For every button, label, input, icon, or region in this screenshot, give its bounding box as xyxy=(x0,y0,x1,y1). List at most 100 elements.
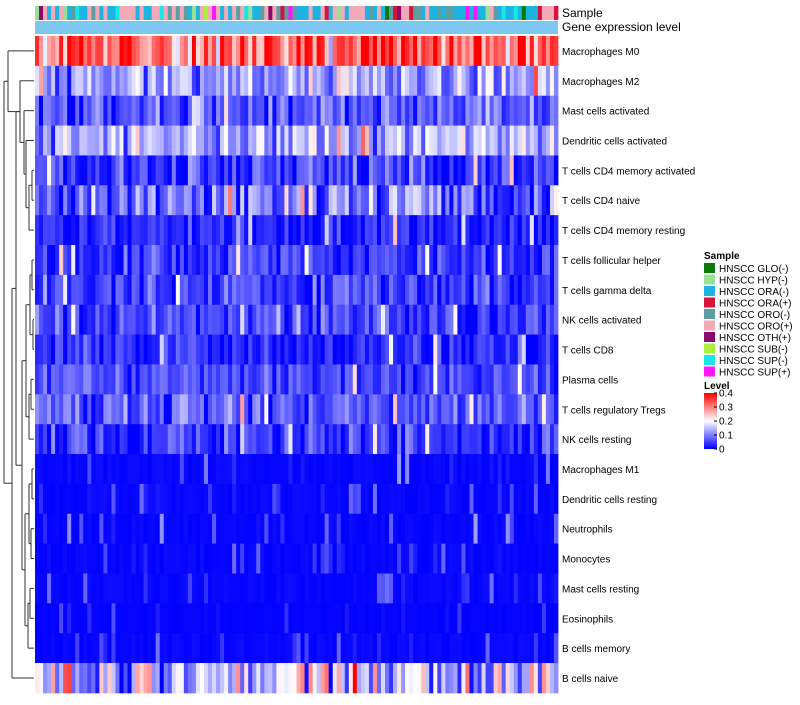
heatmap-cell xyxy=(284,245,289,276)
heatmap-cell xyxy=(505,125,511,156)
heatmap-cell xyxy=(195,334,201,365)
heatmap-cell xyxy=(324,454,330,485)
heatmap-cell xyxy=(529,543,535,574)
heatmap-cell xyxy=(127,215,132,246)
heatmap-cell xyxy=(513,513,519,545)
heatmap-cell xyxy=(248,513,253,545)
heatmap-cell xyxy=(509,633,515,664)
heatmap-cell xyxy=(63,185,68,216)
heatmap-cell xyxy=(521,274,527,306)
heatmap-cell xyxy=(477,424,482,455)
heatmap-cell xyxy=(95,663,100,694)
heatmap-cell xyxy=(509,274,515,306)
heatmap-cell xyxy=(525,125,531,156)
heatmap-cell xyxy=(272,483,277,515)
heatmap-cell xyxy=(244,513,249,545)
heatmap-cell xyxy=(372,543,378,574)
heatmap-cell xyxy=(59,274,64,306)
heatmap-cell xyxy=(232,95,237,126)
heatmap-cell xyxy=(244,65,249,97)
heatmap-cell xyxy=(280,65,285,97)
heatmap-cell xyxy=(453,245,458,276)
heatmap-cell xyxy=(83,215,88,246)
heatmap-cell xyxy=(328,95,334,126)
sample-annotation-cell xyxy=(352,6,358,20)
heatmap-cell xyxy=(485,304,490,335)
heatmap-cell xyxy=(541,36,547,67)
heatmap-cell xyxy=(216,245,221,276)
heatmap-cell xyxy=(549,215,555,246)
heatmap-cell xyxy=(224,394,229,425)
heatmap-cell xyxy=(131,65,136,97)
heatmap-cell xyxy=(163,304,169,335)
heatmap-cell xyxy=(397,483,402,515)
heatmap-cell xyxy=(356,663,362,694)
heatmap-cell xyxy=(95,125,100,156)
heatmap-cell xyxy=(143,513,149,545)
heatmap-cell xyxy=(220,125,225,156)
heatmap-cell xyxy=(533,36,539,67)
heatmap-cell xyxy=(409,334,414,365)
heatmap-cell xyxy=(513,543,519,574)
heatmap-cell xyxy=(51,633,56,664)
heatmap-cell xyxy=(236,483,241,515)
heatmap-cell xyxy=(71,155,76,186)
heatmap-cell xyxy=(425,215,430,246)
heatmap-cell xyxy=(179,424,185,455)
heatmap-cell xyxy=(236,95,241,126)
heatmap-cell xyxy=(433,573,438,604)
heatmap-cell xyxy=(376,424,382,455)
heatmap-cell xyxy=(340,543,346,574)
heatmap-cell xyxy=(316,543,322,574)
heatmap-cell xyxy=(99,543,104,574)
heatmap-cell xyxy=(284,424,289,455)
heatmap-cell xyxy=(328,633,334,664)
row-label: T cells CD8 xyxy=(562,346,614,357)
heatmap-cell xyxy=(385,215,390,246)
heatmap-cell xyxy=(43,394,48,425)
heatmap-cell xyxy=(401,125,406,156)
heatmap-cell xyxy=(216,513,221,545)
heatmap-cell xyxy=(183,36,189,67)
heatmap-cell xyxy=(457,36,462,67)
heatmap-cell xyxy=(505,245,511,276)
sample-annotation-cell xyxy=(537,6,543,20)
sample-annotation-cell xyxy=(513,6,519,20)
heatmap-cell xyxy=(212,543,217,574)
heatmap-cell xyxy=(179,543,185,574)
heatmap-cell xyxy=(385,304,390,335)
heatmap-cell xyxy=(212,125,217,156)
heatmap-cell xyxy=(356,633,362,664)
heatmap-cell xyxy=(513,245,519,276)
sample-annotation-cell xyxy=(340,6,346,20)
heatmap-cell xyxy=(284,65,289,97)
heatmap-cell xyxy=(199,125,205,156)
heatmap-cell xyxy=(352,95,358,126)
heatmap-cell xyxy=(360,573,366,604)
heatmap-cell xyxy=(39,364,44,395)
heatmap-cell xyxy=(207,543,213,574)
heatmap-cell xyxy=(147,65,153,97)
heatmap-cell xyxy=(344,364,350,395)
heatmap-cell xyxy=(393,603,398,634)
heatmap-cell xyxy=(316,245,322,276)
heatmap-cell xyxy=(55,125,60,156)
heatmap-cell xyxy=(457,663,462,694)
heatmap-cell xyxy=(473,334,478,365)
sample-annotation-cell xyxy=(51,6,56,20)
heatmap-cell xyxy=(99,185,104,216)
heatmap-cell xyxy=(220,543,225,574)
level-legend-tick-label: 0.4 xyxy=(719,389,733,400)
heatmap-cell xyxy=(187,245,193,276)
heatmap-cell xyxy=(143,36,149,67)
heatmap-cell xyxy=(413,334,418,365)
heatmap-cell xyxy=(433,36,438,67)
heatmap-cell xyxy=(232,65,237,97)
heatmap-cell xyxy=(195,274,201,306)
heatmap-cell xyxy=(43,483,48,515)
heatmap-cell xyxy=(461,394,466,425)
heatmap-cell xyxy=(372,603,378,634)
heatmap-cell xyxy=(393,274,398,306)
heatmap-cell xyxy=(493,394,499,425)
heatmap-cell xyxy=(465,334,470,365)
